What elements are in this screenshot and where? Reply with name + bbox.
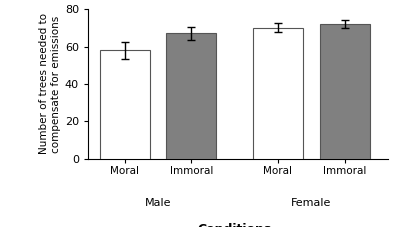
Text: Male: Male bbox=[145, 198, 171, 208]
Text: Conditions: Conditions bbox=[198, 223, 272, 227]
Text: Female: Female bbox=[291, 198, 332, 208]
Bar bbox=[320, 24, 370, 159]
Y-axis label: Number of trees needed to
compensate for emissions: Number of trees needed to compensate for… bbox=[39, 13, 61, 155]
Bar bbox=[253, 28, 303, 159]
Bar bbox=[100, 50, 150, 159]
Bar bbox=[166, 33, 216, 159]
